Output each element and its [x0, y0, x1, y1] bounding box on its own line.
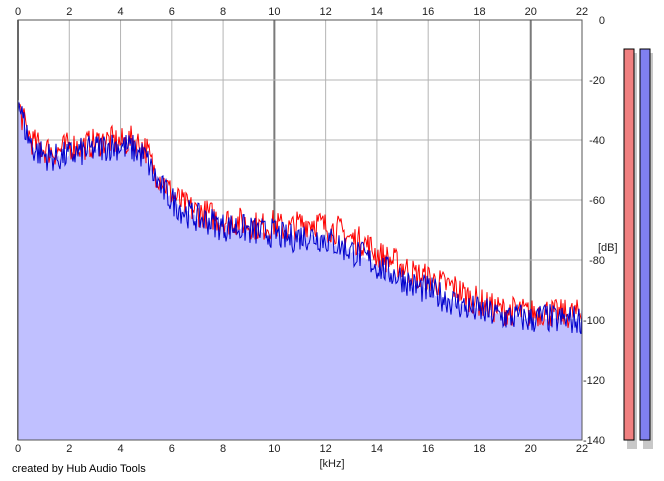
x-tick-label: 12: [320, 6, 332, 18]
x-tick-label: 16: [422, 443, 434, 455]
x-tick-label: 6: [169, 443, 175, 455]
x-tick-label: 2: [66, 6, 72, 18]
x-axis-unit-label: [kHz]: [319, 458, 344, 470]
x-tick-label: 2: [66, 443, 72, 455]
x-tick-label: 0: [15, 443, 21, 455]
y-tick-label: -80: [589, 255, 605, 267]
y-tick-label: -40: [589, 135, 605, 147]
x-tick-label: 20: [525, 6, 537, 18]
y-tick-labels: 0 -20 -40 -60 -80 -100 -120 -140: [583, 15, 605, 447]
x-tick-label: 12: [320, 443, 332, 455]
x-tick-label: 20: [525, 443, 537, 455]
x-tick-label: 4: [117, 6, 123, 18]
x-tick-label: 14: [371, 6, 383, 18]
x-tick-label: 22: [576, 443, 588, 455]
level-meter-bar: [639, 48, 651, 441]
series-lines: [17, 102, 583, 335]
x-tick-labels-bottom: 0 2 4 6 8 10 12 14 16 18 20 22: [15, 443, 588, 455]
x-tick-label: 22: [576, 6, 588, 18]
level-meter-bar: [623, 48, 635, 441]
x-tick-labels-top: 0 2 4 6 8 10 12 14 16 18 20 22: [15, 6, 588, 18]
x-tick-label: 14: [371, 443, 383, 455]
y-tick-label: -20: [589, 75, 605, 87]
x-tick-label: 8: [220, 6, 226, 18]
x-tick-label: 16: [422, 6, 434, 18]
x-tick-label: 8: [220, 443, 226, 455]
plot-frame: [17, 19, 583, 441]
y-axis-unit-label: [dB]: [598, 242, 618, 254]
y-tick-label: -120: [583, 375, 605, 387]
y-tick-label: -140: [583, 435, 605, 447]
y-tick-label: -100: [583, 315, 605, 327]
x-tick-label: 10: [268, 443, 280, 455]
y-tick-label: 0: [599, 15, 605, 27]
series-line-2: [17, 102, 583, 335]
x-tick-label: 10: [268, 6, 280, 18]
credit-text: created by Hub Audio Tools: [12, 463, 146, 475]
level-meters: [623, 48, 653, 449]
x-tick-label: 18: [473, 443, 485, 455]
x-tick-label: 6: [169, 6, 175, 18]
x-tick-label: 18: [473, 6, 485, 18]
x-tick-label: 0: [15, 6, 21, 18]
y-tick-label: -60: [589, 195, 605, 207]
x-tick-label: 4: [117, 443, 123, 455]
